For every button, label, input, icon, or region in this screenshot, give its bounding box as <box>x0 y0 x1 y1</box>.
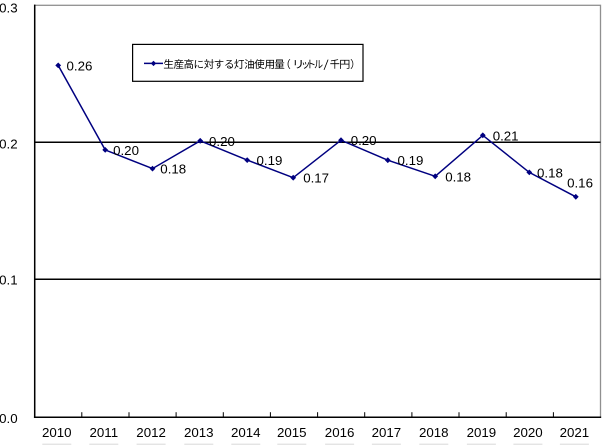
svg-text:2019: 2019 <box>467 425 497 440</box>
svg-text:2021: 2021 <box>560 425 590 440</box>
svg-text:2013: 2013 <box>184 425 214 440</box>
svg-text:0.19: 0.19 <box>398 153 424 168</box>
svg-text:0.20: 0.20 <box>113 143 139 158</box>
svg-text:2016: 2016 <box>325 425 355 440</box>
svg-text:0.26: 0.26 <box>67 58 93 73</box>
svg-text:2018: 2018 <box>419 425 449 440</box>
svg-text:0.19: 0.19 <box>257 153 283 168</box>
svg-text:0.3: 0.3 <box>0 0 18 15</box>
svg-text:2017: 2017 <box>372 425 402 440</box>
svg-text:0.18: 0.18 <box>537 165 563 180</box>
svg-text:0.20: 0.20 <box>351 133 377 148</box>
svg-text:2010: 2010 <box>42 425 72 440</box>
svg-text:0.18: 0.18 <box>445 169 471 184</box>
svg-text:0.2: 0.2 <box>0 137 18 152</box>
svg-text:2011: 2011 <box>90 425 119 440</box>
svg-text:0.20: 0.20 <box>209 134 235 149</box>
svg-text:0.21: 0.21 <box>493 128 519 143</box>
svg-text:0.18: 0.18 <box>160 162 186 177</box>
svg-text:0.17: 0.17 <box>303 171 329 186</box>
svg-text:0.16: 0.16 <box>567 175 593 190</box>
svg-text:0.1: 0.1 <box>0 272 18 287</box>
svg-text:2014: 2014 <box>231 425 261 440</box>
svg-text:2015: 2015 <box>277 425 307 440</box>
svg-text:2020: 2020 <box>513 425 543 440</box>
svg-text:0.0: 0.0 <box>0 411 18 426</box>
svg-text:2012: 2012 <box>136 425 166 440</box>
